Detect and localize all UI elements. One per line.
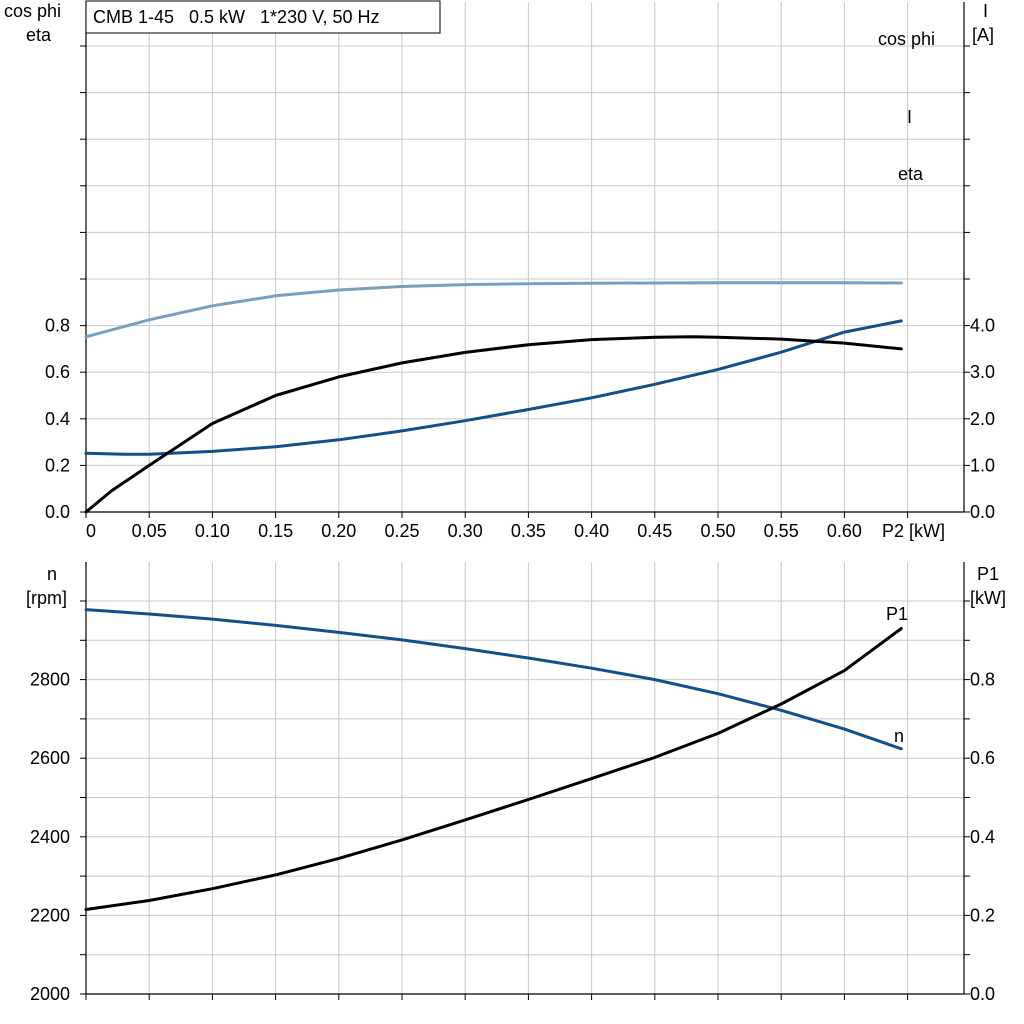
x-tick-label: 0.05 [132, 521, 167, 541]
x-tick-label: 0.15 [258, 521, 293, 541]
y-left-label-line2: eta [26, 25, 52, 45]
y-right-tick-label: 2.0 [970, 409, 995, 429]
x-tick-label: 0.45 [637, 521, 672, 541]
y-left-tick-label: 0.8 [45, 316, 70, 336]
y-left-tick-label: 0.4 [45, 409, 70, 429]
x-tick-label: 0.50 [700, 521, 735, 541]
x-tick-label: 0.25 [384, 521, 419, 541]
y-left-tick-label: 2600 [30, 748, 70, 768]
y-left-label-line2: [rpm] [26, 588, 67, 608]
y-right-tick-label: 4.0 [970, 316, 995, 336]
y-left-tick-label: 0.0 [45, 502, 70, 522]
top-curves [84, 281, 903, 514]
y-right-tick-label: 3.0 [970, 362, 995, 382]
series-label-n: n [894, 726, 904, 746]
series-label-eta: eta [898, 164, 924, 184]
x-axis-label: P2 [kW] [882, 521, 945, 541]
top-grid [86, 2, 964, 512]
bottom-axes [80, 562, 970, 1000]
series-line-p1 [84, 627, 903, 911]
chart-title-box [85, 0, 441, 34]
series-line-cos-phi [84, 281, 903, 339]
series-line-i [84, 319, 903, 456]
chart-title: CMB 1-45 0.5 kW 1*230 V, 50 Hz [93, 7, 379, 27]
x-tick-label: 0 [86, 521, 96, 541]
y-left-tick-label: 0.6 [45, 362, 70, 382]
y-left-tick-label: 0.2 [45, 455, 70, 475]
x-tick-label: 0.20 [321, 521, 356, 541]
series-label-i: I [907, 107, 912, 127]
y-left-tick-label: 2800 [30, 670, 70, 690]
y-right-label-line1: I [983, 1, 988, 21]
y-right-tick-label: 0.4 [970, 827, 995, 847]
y-left-tick-label: 2000 [30, 984, 70, 1004]
y-right-label-line2: [A] [972, 25, 994, 45]
y-right-tick-label: 0.6 [970, 748, 995, 768]
y-right-tick-label: 0.0 [970, 984, 995, 1004]
y-left-tick-label: 2400 [30, 827, 70, 847]
series-label-cos-phi: cos phi [878, 29, 935, 49]
y-right-tick-label: 1.0 [970, 455, 995, 475]
bottom-grid [86, 562, 964, 994]
y-right-label-line1: P1 [977, 564, 999, 584]
y-left-label-line1: cos phi [4, 1, 61, 21]
y-right-tick-label: 0.0 [970, 502, 995, 522]
top-tick-labels: 0.0 0.2 0.4 0.6 0.8 0.0 1.0 2.0 3.0 4.0 0 0.05 0.10 0… [45, 316, 995, 541]
x-tick-label: 0.35 [511, 521, 546, 541]
series-label-p1: P1 [886, 604, 908, 624]
bottom-curves [84, 608, 903, 911]
y-left-tick-label: 2200 [30, 905, 70, 925]
x-tick-label: 0.55 [764, 521, 799, 541]
x-tick-label: 0.60 [827, 521, 862, 541]
x-tick-label: 0.10 [195, 521, 230, 541]
y-right-tick-label: 0.8 [970, 670, 995, 690]
x-tick-label: 0.30 [448, 521, 483, 541]
series-line-eta [84, 335, 903, 514]
x-tick-label: 0.40 [574, 521, 609, 541]
top-axes [80, 2, 970, 518]
y-right-tick-label: 0.2 [970, 905, 995, 925]
bottom-tick-labels: 2000 2200 2400 2600 2800 0.0 0.2 0.4 0.6 0.8 [30, 670, 995, 1004]
bottom-series-labels: P1 n [886, 604, 908, 746]
top-panel: 0.0 0.2 0.4 0.6 0.8 0.0 1.0 2.0 3.0 4.0 0 0.05 0.10 0… [4, 0, 995, 541]
y-left-label-line1: n [47, 564, 57, 584]
y-right-label-line2: [kW] [970, 588, 1006, 608]
